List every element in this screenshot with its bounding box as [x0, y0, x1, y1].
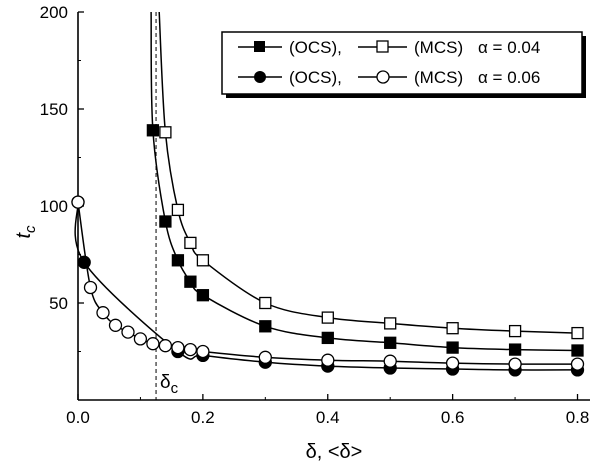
- data-point-filled-square: [171, 254, 185, 267]
- data-point-open-circle: [133, 332, 148, 346]
- series-line-ocs-2: [74, 202, 578, 371]
- delta-c-subscript: c: [171, 380, 179, 397]
- data-point-filled-square: [184, 275, 197, 288]
- legend: (OCS), (MCS) α = 0.04 (OCS), (MCS) α = 0…: [221, 31, 586, 98]
- data-point-open-circle: [71, 195, 85, 209]
- data-point-filled-square: [508, 343, 522, 356]
- data-point-filled-square: [259, 320, 272, 333]
- legend-box: [221, 31, 583, 95]
- data-point-open-circle: [96, 306, 110, 320]
- legend-label-mcs-006: (MCS): [414, 68, 463, 87]
- data-point-open-square: [446, 322, 459, 335]
- series-line-mcs-1: [158, 11, 578, 334]
- data-point-open-circle: [570, 357, 585, 371]
- legend-row-2: (OCS), (MCS) α = 0.06: [238, 68, 540, 87]
- legend-marker-filled-square: [254, 41, 265, 52]
- legend-label-alpha-006: α = 0.06: [478, 68, 540, 87]
- data-point-filled-square: [571, 344, 584, 357]
- legend-label-alpha-004: α = 0.04: [478, 38, 540, 57]
- x-tick-label: 0.8: [566, 408, 590, 427]
- data-point-filled-square: [196, 289, 210, 302]
- data-point-filled-circle: [77, 255, 91, 269]
- data-point-filled-square: [446, 341, 459, 354]
- data-point-open-square: [384, 317, 397, 330]
- y-tick-label: 50: [49, 294, 68, 313]
- legend-label-mcs-004: (MCS): [414, 38, 463, 57]
- data-point-filled-square: [384, 336, 397, 349]
- y-tick-label: 100: [40, 197, 68, 216]
- data-point-open-circle: [445, 356, 460, 370]
- data-point-filled-square: [321, 331, 334, 345]
- y-axis-title-subscript: c: [22, 225, 39, 233]
- data-point-filled-square: [159, 215, 172, 228]
- data-point-open-square: [171, 203, 185, 217]
- data-point-open-circle: [508, 357, 522, 371]
- y-axis-title: tc: [13, 225, 39, 239]
- data-point-open-square: [159, 126, 172, 139]
- legend-row-1: (OCS), (MCS) α = 0.04: [238, 38, 540, 57]
- x-tick-label: 0.6: [441, 408, 465, 427]
- x-tick-label: 0.2: [191, 408, 215, 427]
- data-point-open-circle: [108, 318, 123, 332]
- x-tick-labels: 0.0 0.2 0.4 0.6 0.8: [66, 408, 589, 427]
- x-tick-label: 0.4: [316, 408, 340, 427]
- data-point-open-square: [321, 311, 334, 324]
- data-point-open-circle: [383, 354, 397, 368]
- data-point-open-circle: [196, 344, 210, 359]
- delta-c-symbol: δ: [160, 372, 171, 393]
- data-point-open-circle: [183, 342, 198, 357]
- data-point-open-circle: [83, 280, 98, 295]
- y-tick-label: 150: [40, 100, 68, 119]
- y-tick-label: 200: [40, 3, 68, 22]
- data-point-open-square: [259, 296, 272, 310]
- legend-label-ocs-006: (OCS),: [289, 68, 342, 87]
- data-point-open-square: [571, 326, 584, 340]
- data-point-open-circle: [258, 350, 272, 364]
- data-point-open-circle: [321, 353, 335, 367]
- markers: [71, 124, 585, 377]
- y-tick-labels: 50 100 150 200: [40, 3, 68, 313]
- legend-marker-open-circle: [376, 70, 390, 84]
- data-point-open-circle: [158, 339, 173, 353]
- x-axis-title: δ, <δ>: [306, 441, 363, 463]
- data-point-filled-square: [146, 124, 160, 137]
- data-point-open-square: [184, 236, 197, 250]
- x-tick-label: 0.0: [66, 408, 90, 427]
- y-ticks: [78, 11, 84, 352]
- data-point-open-circle: [171, 340, 185, 355]
- data-point-open-square: [508, 324, 522, 338]
- legend-marker-filled-circle: [254, 71, 266, 83]
- legend-marker-open-square: [376, 40, 389, 53]
- data-point-open-circle: [146, 337, 160, 351]
- legend-label-ocs-004: (OCS),: [289, 38, 342, 57]
- delta-c-label: δc: [160, 372, 179, 397]
- data-point-open-circle: [121, 325, 135, 339]
- data-point-open-square: [196, 254, 210, 267]
- x-ticks: [77, 394, 579, 400]
- y-axis-title-symbol: t: [13, 232, 35, 239]
